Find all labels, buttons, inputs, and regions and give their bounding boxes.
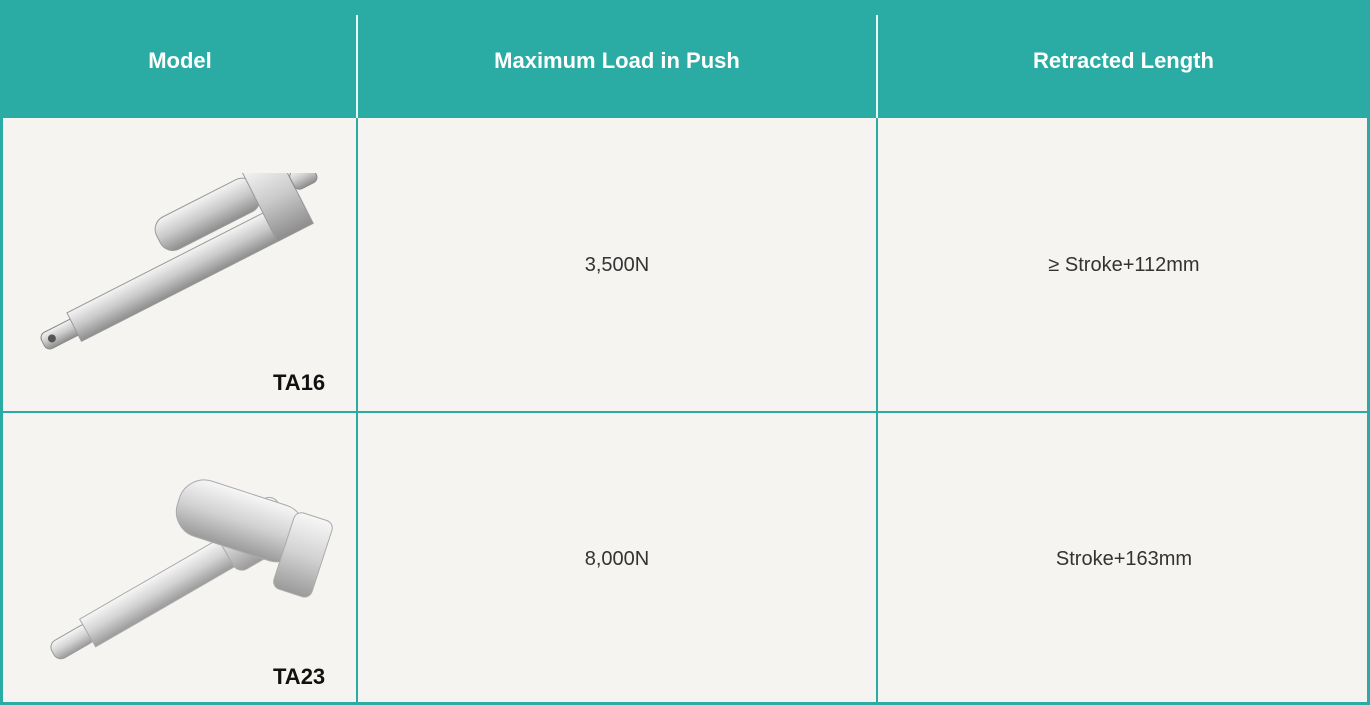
cell: ≥ Stroke+112mm [878,120,1370,411]
header-cell: Retracted Length [877,3,1370,118]
header-cell: Maximum Load in Push [357,3,877,118]
cell: 8,000N [358,413,876,705]
model-label: TA16 [273,370,325,396]
header-cell: Model [3,3,357,118]
product-image [23,173,343,373]
spec-table: Model Maximum Load in Push Retracted Len… [0,0,1370,705]
product-image [33,463,343,673]
model-label: TA23 [273,664,325,690]
header-separator [356,15,358,118]
cell: Stroke+163mm [878,413,1370,705]
header-separator [876,15,878,118]
cell: 3,500N [358,120,876,411]
